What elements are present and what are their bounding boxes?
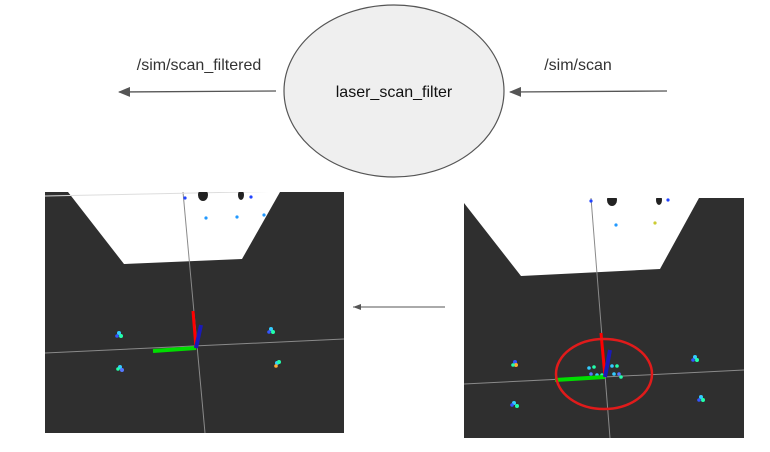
robot-frame-axes	[152, 310, 203, 353]
scan-blob	[656, 198, 662, 205]
viewport-filtered-scan	[45, 192, 344, 433]
scan-blob	[238, 192, 244, 200]
scan-cluster	[691, 355, 699, 362]
node-laser-scan-filter	[283, 4, 505, 178]
axis-y	[554, 375, 606, 382]
edge-output-arrow	[118, 86, 277, 97]
scan-point	[614, 223, 618, 227]
wall-area	[464, 198, 699, 276]
scan-cluster	[267, 327, 275, 334]
node-label: laser_scan_filter	[336, 84, 453, 101]
scan-point	[653, 221, 657, 225]
axis-z	[194, 324, 203, 349]
input-topic-label: /sim/scan	[544, 57, 612, 74]
scan-cluster	[274, 360, 281, 368]
scan-point	[183, 196, 187, 200]
edge-input-arrow	[509, 86, 668, 97]
axis-y	[152, 346, 197, 353]
scan-blob	[607, 198, 617, 206]
scan-blob	[198, 192, 208, 201]
output-topic-label: /sim/scan_filtered	[137, 57, 262, 74]
scan-cluster	[510, 401, 519, 408]
scan-point	[235, 215, 239, 219]
grid-line	[590, 198, 611, 438]
scan-cluster	[511, 360, 518, 367]
scan-point	[666, 198, 670, 202]
scan-point	[589, 199, 593, 203]
viewport-raw-scan	[464, 198, 744, 438]
scan-point	[249, 195, 253, 199]
robot-frame-axes	[554, 332, 612, 382]
grid-line-faint	[45, 192, 270, 197]
wall-area	[68, 192, 280, 264]
scan-cluster	[116, 365, 124, 372]
scan-point	[204, 216, 208, 220]
highlight-circle	[554, 337, 654, 411]
scan-cluster	[697, 395, 705, 402]
scan-cluster	[115, 331, 123, 338]
axis-z	[603, 349, 612, 378]
scan-point	[262, 213, 266, 217]
